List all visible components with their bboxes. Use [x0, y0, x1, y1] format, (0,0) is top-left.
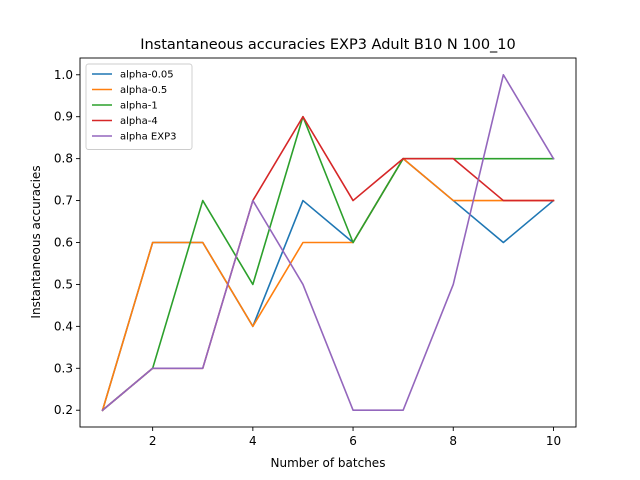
x-tick-label: 2 — [149, 434, 157, 448]
x-tick-label: 8 — [449, 434, 457, 448]
legend-entry-3: alpha-4 — [120, 116, 158, 127]
series-line-2 — [101, 115, 555, 412]
y-tick-label: 0.6 — [54, 236, 73, 250]
legend-entry-1: alpha-0.5 — [120, 85, 167, 96]
legend-entry-4: alpha EXP3 — [120, 132, 176, 143]
series-line-1 — [101, 157, 555, 412]
series-line-0 — [101, 157, 555, 412]
x-tick-label: 10 — [546, 434, 561, 448]
series-line-4 — [101, 73, 555, 412]
y-tick-label: 0.9 — [54, 110, 73, 124]
x-axis-label: Number of batches — [271, 456, 386, 470]
y-tick-label: 0.8 — [54, 152, 73, 166]
y-tick-label: 0.4 — [54, 319, 73, 333]
plot-area: 2 4 6 8 10 0.2 0.3 0.4 0.5 0.6 0.7 0.8 0.9 1.0 alpha-0… — [54, 57, 577, 448]
y-axis-label: Instantaneous accuracies — [29, 165, 43, 318]
y-tick-label: 0.7 — [54, 194, 73, 208]
x-tick-label: 6 — [349, 434, 357, 448]
legend-entry-2: alpha-1 — [120, 101, 158, 112]
y-tick-label: 0.5 — [54, 277, 73, 291]
legend-entry-0: alpha-0.05 — [120, 70, 174, 81]
y-tick-label: 0.3 — [54, 361, 73, 375]
y-tick-label: 1.0 — [54, 68, 73, 82]
y-tick-label: 0.2 — [54, 403, 73, 417]
chart-title: Instantaneous accuracies EXP3 Adult B10 … — [140, 37, 516, 53]
x-tick-label: 4 — [249, 434, 257, 448]
series-line-3 — [101, 115, 555, 412]
legend — [85, 63, 193, 150]
